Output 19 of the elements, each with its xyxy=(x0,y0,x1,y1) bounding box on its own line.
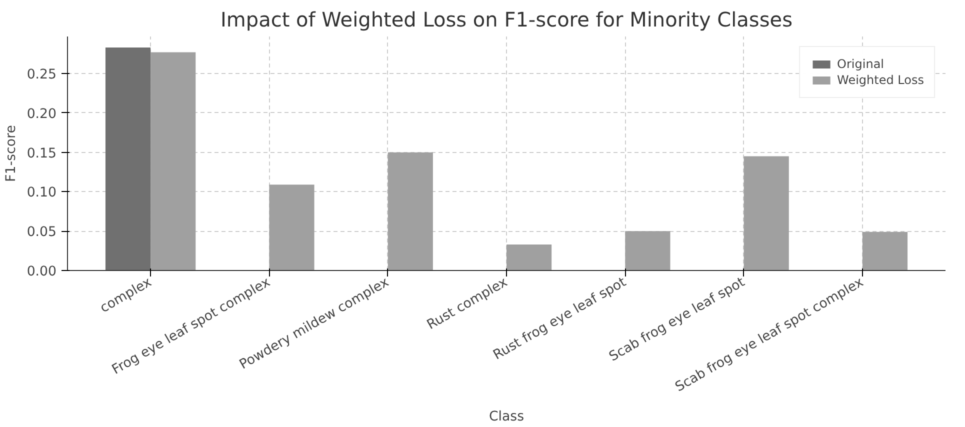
bar xyxy=(744,156,789,270)
bar xyxy=(150,52,196,270)
y-axis-title: F1-score xyxy=(4,125,19,182)
y-tick-label: 0.10 xyxy=(26,186,57,201)
legend-label: Weighted Loss xyxy=(837,73,924,87)
bar xyxy=(625,231,670,270)
bar xyxy=(506,244,552,270)
bar xyxy=(269,184,314,270)
y-tick-label: 0.20 xyxy=(26,106,57,122)
legend-label: Original xyxy=(837,57,884,71)
y-tick-label: 0.05 xyxy=(26,225,57,240)
x-axis-title: Class xyxy=(488,410,524,425)
bar xyxy=(388,152,433,270)
y-tick-label: 0.00 xyxy=(26,264,57,280)
bar xyxy=(862,232,908,270)
chart-title: Impact of Weighted Loss on F1-score for Minority Classes xyxy=(220,8,792,32)
y-tick-label: 0.15 xyxy=(26,146,57,162)
bar xyxy=(105,48,151,270)
y-tick-label: 0.25 xyxy=(26,68,57,83)
